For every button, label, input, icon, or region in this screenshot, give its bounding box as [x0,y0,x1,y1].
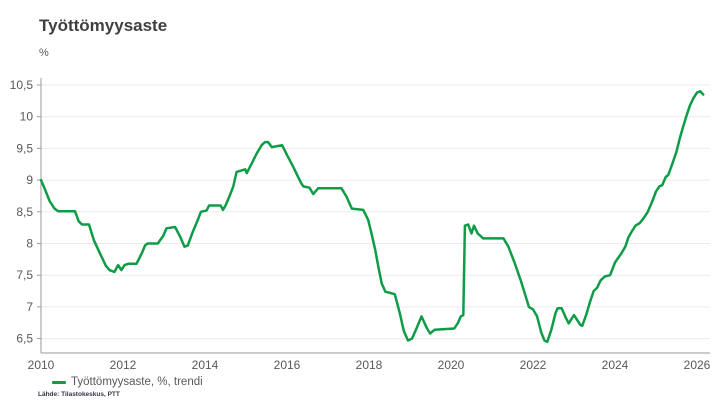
trend-line [39,90,705,344]
y-axis-unit-label: % [39,47,49,59]
legend-item[interactable]: Työttömyysaste, %, trendi [52,374,203,390]
svg-text:2012: 2012 [110,358,137,372]
legend-line-marker [52,380,66,384]
svg-text:7,5: 7,5 [16,268,33,282]
svg-text:9: 9 [26,173,33,187]
legend-label: Työttömyysaste, %, trendi [71,376,203,388]
svg-text:7: 7 [26,300,33,314]
svg-text:8: 8 [26,237,33,251]
svg-text:2022: 2022 [520,358,547,372]
svg-text:9,5: 9,5 [16,141,33,155]
svg-text:2014: 2014 [192,358,219,372]
source-note: Lähde: Tilastokeskus, PTT [38,391,120,398]
svg-text:10: 10 [20,110,34,124]
svg-text:2010: 2010 [28,358,55,372]
svg-text:2020: 2020 [438,358,465,372]
svg-text:2018: 2018 [356,358,383,372]
svg-text:2016: 2016 [274,358,301,372]
svg-text:2024: 2024 [602,358,629,372]
svg-text:10,5: 10,5 [10,78,34,92]
svg-text:8,5: 8,5 [16,205,33,219]
chart-title: Työttömyysaste [39,16,168,35]
svg-text:2026: 2026 [684,358,711,372]
svg-text:6,5: 6,5 [16,332,33,346]
